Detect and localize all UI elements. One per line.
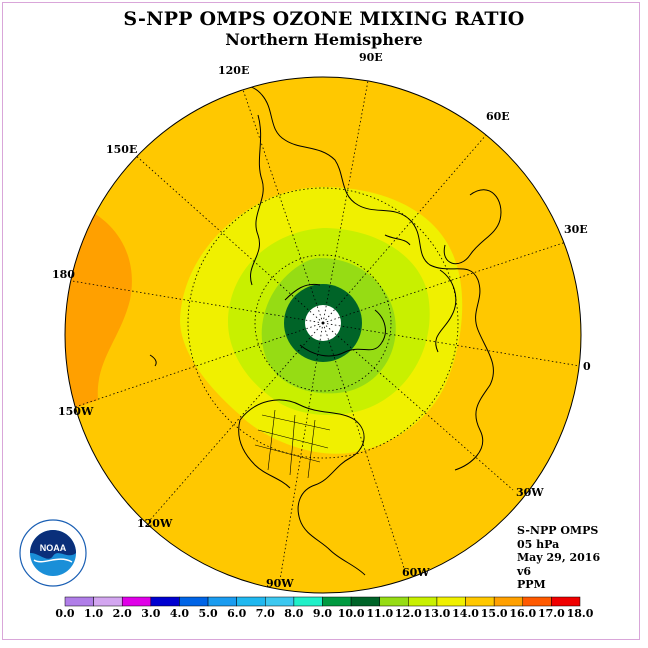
lon-label-90e: 90E (359, 51, 383, 64)
lon-label-180: 180 (52, 268, 75, 281)
lon-label-30e: 30E (564, 223, 588, 236)
colorbar-swatch (379, 596, 409, 607)
map-info: S-NPP OMPS 05 hPa May 29, 2016 v6 PPM (517, 524, 600, 592)
colorbar-tick-label: 3.0 (141, 607, 161, 620)
colorbar-tick-label: 11.0 (366, 607, 394, 620)
map-boundary (64, 76, 582, 594)
noaa-logo-text: NOAA (40, 543, 67, 553)
info-pressure: 05 hPa (517, 537, 560, 551)
lon-label-150e: 150E (106, 143, 138, 156)
colorbar-tick-label: 14.0 (452, 607, 479, 620)
colorbar-tick-label: 13.0 (423, 607, 451, 620)
latitude-circles (187, 187, 459, 459)
colorbar-tick-label: 9.0 (312, 607, 333, 620)
colorbar-tick-label: 7.0 (255, 607, 275, 620)
colorbar-tick-labels: 0.0 1.0 2.0 3.0 4.0 5.0 6.0 7.0 8.0 9.0 10.0 11.0 12… (0, 607, 648, 623)
colorbar-swatch (522, 596, 552, 607)
colorbar-swatch (64, 596, 94, 607)
colorbar-tick-label: 2.0 (112, 607, 132, 620)
colorbar-tick-label: 15.0 (480, 607, 508, 620)
colorbar-tick-label: 6.0 (227, 607, 247, 620)
lon-label-30w: 30W (516, 486, 544, 499)
colorbar-tick-label: 10.0 (337, 607, 365, 620)
colorbar-swatch (493, 596, 524, 607)
colorbar-swatch (293, 596, 323, 607)
lon-label-60e: 60E (486, 110, 510, 123)
state-borders (254, 409, 331, 479)
colorbar-tick-label: 5.0 (198, 607, 218, 620)
colorbar-swatch (551, 596, 581, 607)
colorbar-tick-label: 4.0 (169, 607, 190, 620)
colorbar-tick-label: 17.0 (537, 607, 565, 620)
lon-label-0: 0 (583, 360, 591, 373)
lon-label-120e: 120E (218, 64, 250, 77)
colorbar-swatch (265, 596, 295, 607)
colorbar (64, 596, 581, 607)
lon-label-150w: 150W (58, 405, 94, 418)
colorbar-tick-label: 0.0 (55, 607, 75, 620)
colorbar-swatch (93, 596, 123, 607)
colorbar-swatch (207, 596, 237, 607)
colorbar-swatch (121, 596, 152, 607)
colorbar-tick-label: 16.0 (509, 607, 537, 620)
colorbar-swatch (322, 596, 352, 607)
map-subtitle: Northern Hemisphere (225, 30, 423, 49)
coastlines (149, 85, 502, 576)
lon-label-60w: 60W (402, 566, 430, 579)
colorbar-tick-label: 1.0 (84, 607, 104, 620)
noaa-logo: NOAA (19, 519, 87, 587)
map-title: S-NPP OMPS OZONE MIXING RATIO (123, 8, 525, 30)
info-date: May 29, 2016 (517, 551, 601, 564)
info-version: v6 (517, 564, 532, 578)
colorbar-tick-label: 18.0 (566, 607, 594, 620)
figure-frame (2, 2, 640, 640)
colorbar-swatch (236, 596, 266, 607)
colorbar-swatch (465, 596, 495, 607)
meridians (65, 77, 581, 581)
colorbar-tick-label: 8.0 (284, 607, 304, 620)
colorbar-swatch (436, 596, 466, 607)
colorbar-swatch (150, 596, 180, 607)
colorbar-swatch (350, 596, 380, 607)
info-instrument: S-NPP OMPS (517, 524, 599, 537)
info-units: PPM (517, 578, 546, 591)
lon-label-120w: 120W (137, 517, 173, 530)
colorbar-tick-label: 12.0 (394, 607, 422, 620)
colorbar-swatch (179, 596, 209, 607)
colorbar-swatch (408, 596, 438, 607)
lon-label-90w: 90W (266, 577, 294, 590)
band-14-15 (65, 200, 132, 420)
